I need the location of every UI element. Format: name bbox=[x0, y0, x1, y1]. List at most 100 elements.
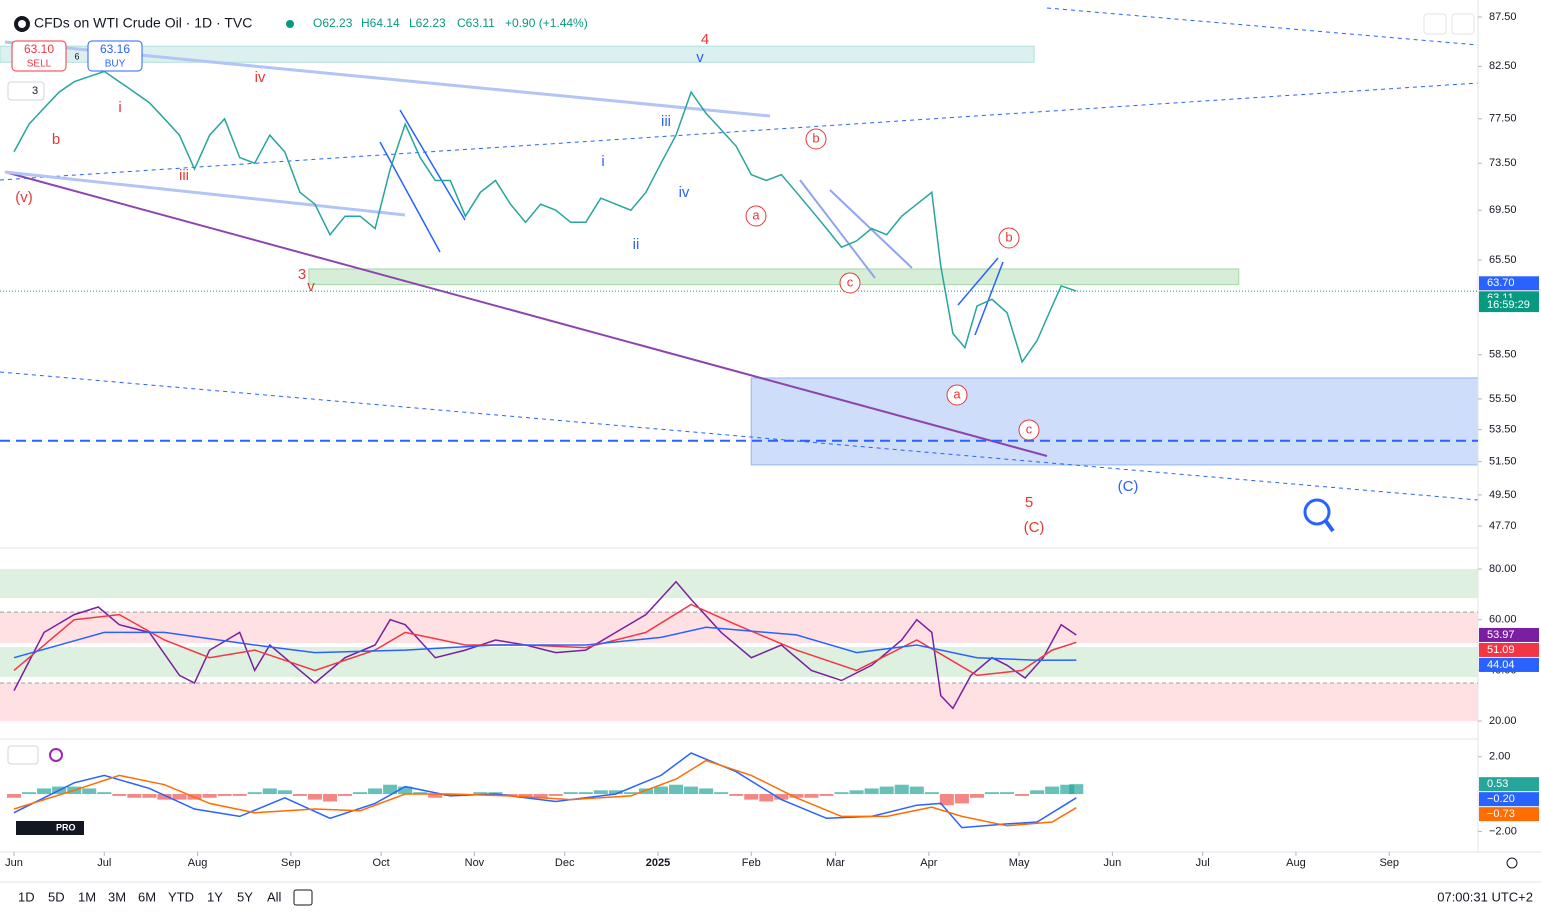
wave-label: iv bbox=[679, 184, 690, 201]
pane-collapse[interactable] bbox=[7, 745, 39, 765]
wave-label: iv bbox=[255, 69, 266, 86]
x-tick-label: Sep bbox=[281, 857, 301, 869]
price-tag bbox=[1479, 276, 1539, 291]
price-tag-label: 51.09 bbox=[1487, 644, 1515, 656]
scroll-button[interactable] bbox=[1423, 13, 1447, 35]
wave-label: 4 bbox=[701, 31, 709, 48]
rsi-band bbox=[0, 647, 1478, 677]
histogram-bar bbox=[217, 794, 232, 796]
histogram-bar bbox=[909, 786, 924, 795]
fullscreen-button[interactable] bbox=[1451, 13, 1475, 35]
price-zone bbox=[308, 268, 1240, 286]
y-tick-label: 49.50 bbox=[1489, 489, 1517, 501]
histogram-bar bbox=[638, 788, 653, 795]
histogram-bar bbox=[97, 792, 112, 795]
wave-label: (C) bbox=[1118, 478, 1139, 495]
y-tick-label: 55.50 bbox=[1489, 393, 1517, 405]
histogram-bar bbox=[744, 794, 759, 800]
data-line bbox=[13, 752, 1077, 829]
histogram-bar bbox=[1069, 784, 1084, 795]
histogram-bar bbox=[277, 790, 292, 795]
histogram-bar bbox=[563, 792, 578, 795]
histogram-bar bbox=[322, 794, 337, 802]
price-tag-label: 63.70 bbox=[1487, 277, 1515, 289]
histogram-bar bbox=[232, 794, 247, 796]
refresh-icon[interactable] bbox=[49, 748, 63, 762]
x-tick-label: Dec bbox=[555, 857, 575, 869]
histogram-bar bbox=[669, 784, 684, 795]
indicators-toggle[interactable] bbox=[7, 81, 45, 101]
histogram-bar bbox=[804, 794, 819, 798]
price-tag-label: 53.97 bbox=[1487, 629, 1515, 641]
buy-button[interactable] bbox=[87, 40, 143, 72]
x-tick-label: Nov bbox=[465, 857, 485, 869]
x-tick-label: Oct bbox=[373, 857, 390, 869]
histogram-bar bbox=[503, 794, 518, 796]
wave-label: c bbox=[1026, 421, 1033, 436]
range-button[interactable]: 1Y bbox=[207, 889, 223, 904]
histogram-bar bbox=[608, 790, 623, 795]
wave-label: iii bbox=[661, 113, 671, 130]
y-tick-label: 58.50 bbox=[1489, 349, 1517, 361]
price-change: +0.90 (+1.44%) bbox=[505, 16, 588, 30]
y-tick-label: 60.00 bbox=[1489, 614, 1517, 626]
wave-circle bbox=[946, 384, 968, 406]
wave-label: 5 bbox=[1025, 494, 1033, 511]
wave-label: 3 bbox=[298, 266, 306, 283]
histogram-bar bbox=[684, 786, 699, 795]
trend-line bbox=[957, 257, 999, 306]
tv-logo-text: PRO bbox=[56, 822, 76, 832]
price-tag-label: −0.73 bbox=[1487, 808, 1515, 820]
range-button[interactable]: 3M bbox=[108, 889, 126, 904]
y-tick-label: 2.00 bbox=[1489, 751, 1510, 763]
countdown: 16:59:29 bbox=[1487, 299, 1530, 311]
sell-button[interactable] bbox=[11, 40, 67, 72]
x-tick-label: Feb bbox=[742, 857, 761, 869]
histogram-bar bbox=[819, 794, 834, 796]
range-button[interactable]: 1D bbox=[18, 889, 35, 904]
wave-label: b bbox=[52, 131, 60, 148]
settings-icon[interactable] bbox=[1506, 857, 1518, 869]
histogram-bar bbox=[1015, 794, 1030, 796]
histogram-bar bbox=[1045, 786, 1060, 795]
histogram-bar bbox=[127, 794, 142, 798]
range-button[interactable]: 1M bbox=[78, 889, 96, 904]
range-button[interactable]: 5D bbox=[48, 889, 65, 904]
y-tick-label: 47.70 bbox=[1489, 520, 1517, 532]
histogram-bar bbox=[774, 794, 789, 800]
histogram-bar bbox=[292, 794, 307, 796]
wave-label: a bbox=[752, 207, 760, 222]
x-tick-label: Jul bbox=[97, 857, 111, 869]
data-line bbox=[13, 580, 1077, 710]
date-range-icon[interactable] bbox=[293, 889, 313, 906]
x-tick-label: Jul bbox=[1196, 857, 1210, 869]
buy-label: BUY bbox=[105, 59, 126, 70]
x-tick-label: Aug bbox=[1286, 857, 1306, 869]
data-line bbox=[13, 603, 1077, 677]
data-line bbox=[13, 70, 1077, 364]
histogram-bar bbox=[533, 794, 548, 798]
histogram-bar bbox=[172, 794, 187, 800]
range-button[interactable]: YTD bbox=[168, 889, 194, 904]
histogram-bar bbox=[578, 792, 593, 795]
x-tick-label: Jun bbox=[1103, 857, 1121, 869]
lot-size: 6 bbox=[74, 51, 79, 61]
histogram-bar bbox=[699, 788, 714, 795]
x-tick-label: Jun bbox=[5, 857, 23, 869]
range-button[interactable]: 5Y bbox=[237, 889, 253, 904]
histogram-bar bbox=[142, 794, 157, 798]
histogram-bar bbox=[729, 794, 744, 796]
price-tag bbox=[1479, 792, 1539, 807]
range-button[interactable]: All bbox=[267, 889, 282, 904]
y-tick-label: 53.50 bbox=[1489, 424, 1517, 436]
search-icon[interactable] bbox=[1303, 498, 1331, 526]
range-button[interactable]: 6M bbox=[138, 889, 156, 904]
header: CFDs on WTI Crude Oil · 1D · TVC 63.10 S… bbox=[7, 13, 1518, 906]
search-icon bbox=[1323, 518, 1335, 533]
x-tick-label: Sep bbox=[1379, 857, 1399, 869]
histogram-bar bbox=[413, 792, 428, 795]
histogram-bar bbox=[789, 794, 804, 798]
symbol-title[interactable]: CFDs on WTI Crude Oil · 1D · TVC bbox=[34, 15, 252, 31]
histogram-bar bbox=[1000, 792, 1015, 795]
price-tag bbox=[1479, 807, 1539, 822]
